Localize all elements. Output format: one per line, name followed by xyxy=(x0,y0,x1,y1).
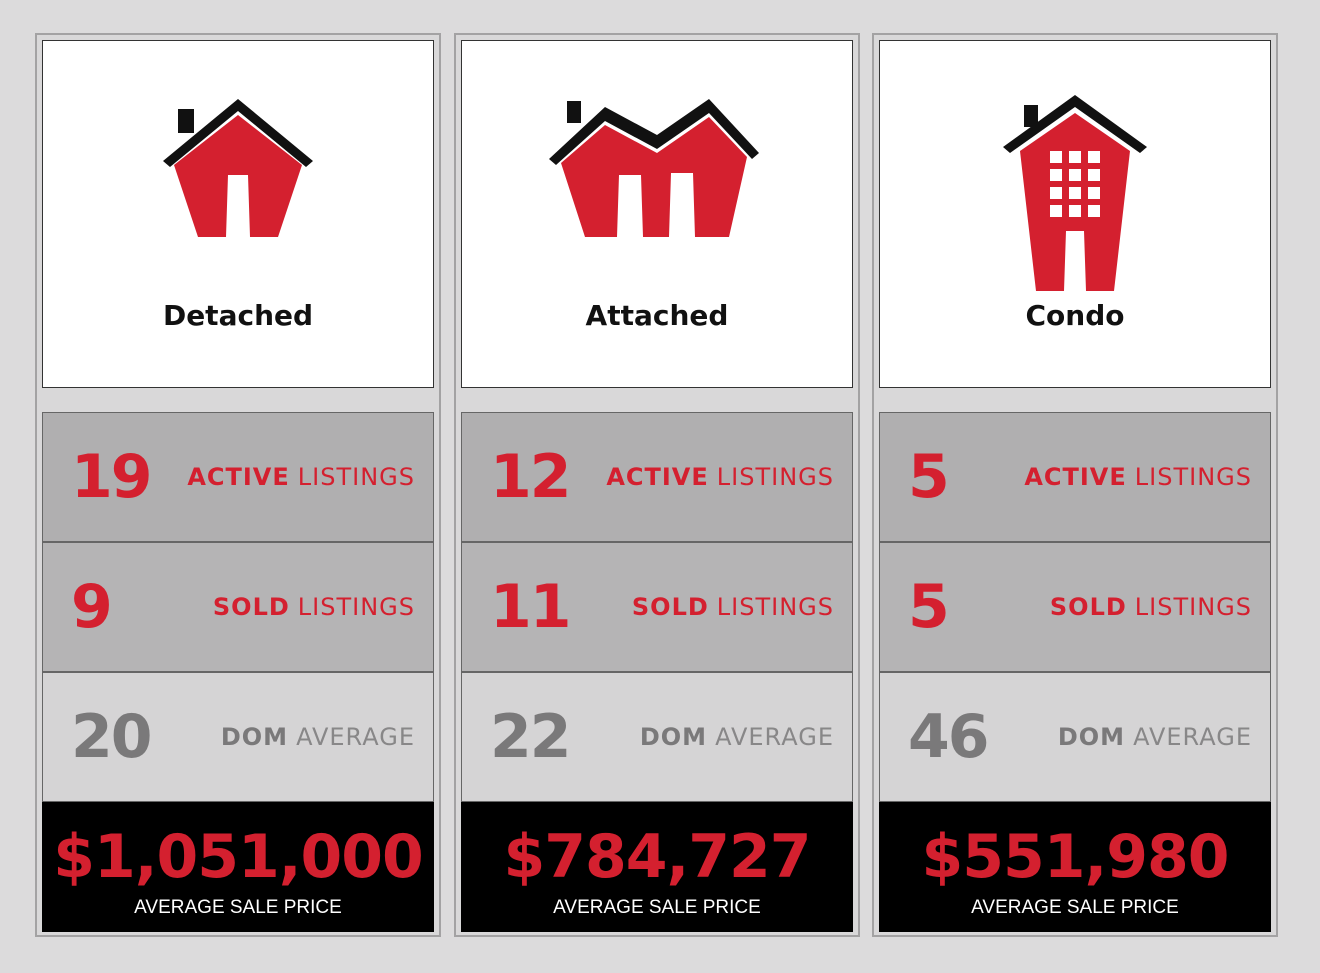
dom-label: DOM AVERAGE xyxy=(1020,673,1252,801)
condo-building-icon xyxy=(1003,95,1147,291)
sold-count: 11 xyxy=(490,572,572,642)
average-price-value: $784,727 xyxy=(503,822,811,892)
hero-condo: Condo xyxy=(879,40,1271,388)
average-price-panel: $1,051,000 AVERAGE SALE PRICE xyxy=(42,802,434,932)
dom-value: 46 xyxy=(908,702,990,772)
card-condo: Condo 5 ACTIVE LISTINGS 5 SOLD LISTINGS 46… xyxy=(872,33,1278,937)
card-title: Condo xyxy=(1025,299,1125,332)
sold-label-rest: LISTINGS xyxy=(297,593,415,621)
sold-label-bold: SOLD xyxy=(631,593,709,621)
average-price-value: $551,980 xyxy=(921,822,1229,892)
hero-detached: Detached xyxy=(42,40,434,388)
active-count: 5 xyxy=(908,442,950,512)
active-label-bold: ACTIVE xyxy=(187,463,290,491)
average-price-panel: $784,727 AVERAGE SALE PRICE xyxy=(461,802,853,932)
sold-label-bold: SOLD xyxy=(1049,593,1127,621)
sold-label-bold: SOLD xyxy=(212,593,290,621)
card-title: Attached xyxy=(585,299,729,332)
sold-listings-row: 9 SOLD LISTINGS xyxy=(42,542,434,672)
active-label: ACTIVE LISTINGS xyxy=(1020,413,1252,541)
dom-average-row: 22 DOM AVERAGE xyxy=(461,672,853,802)
active-label-bold: ACTIVE xyxy=(606,463,709,491)
average-price-label: AVERAGE SALE PRICE xyxy=(134,897,342,918)
active-label-rest: LISTINGS xyxy=(1134,463,1252,491)
dom-label-rest: AVERAGE xyxy=(1133,723,1252,751)
sold-label-rest: LISTINGS xyxy=(1134,593,1252,621)
average-price-label: AVERAGE SALE PRICE xyxy=(971,897,1179,918)
dom-label: DOM AVERAGE xyxy=(183,673,415,801)
active-listings-row: 12 ACTIVE LISTINGS xyxy=(461,412,853,542)
average-price-value: $1,051,000 xyxy=(53,822,424,892)
active-label-rest: LISTINGS xyxy=(716,463,834,491)
active-label-rest: LISTINGS xyxy=(297,463,415,491)
active-listings-row: 19 ACTIVE LISTINGS xyxy=(42,412,434,542)
card-attached: Attached 12 ACTIVE LISTINGS 11 SOLD LISTIN… xyxy=(454,33,860,937)
hero-attached: Attached xyxy=(461,40,853,388)
attached-house-icon xyxy=(549,99,759,237)
dom-label: DOM AVERAGE xyxy=(602,673,834,801)
dom-label-bold: DOM xyxy=(220,723,289,751)
active-listings-row: 5 ACTIVE LISTINGS xyxy=(879,412,1271,542)
card-detached: Detached 19 ACTIVE LISTINGS 9 SOLD LISTING… xyxy=(35,33,441,937)
sold-label: SOLD LISTINGS xyxy=(602,543,834,671)
active-count: 12 xyxy=(490,442,572,512)
detached-house-icon xyxy=(163,99,313,237)
dom-label-rest: AVERAGE xyxy=(296,723,415,751)
active-count: 19 xyxy=(71,442,153,512)
sold-label: SOLD LISTINGS xyxy=(1020,543,1252,671)
card-title: Detached xyxy=(162,299,314,332)
dom-value: 22 xyxy=(490,702,572,772)
average-price-label: AVERAGE SALE PRICE xyxy=(553,897,761,918)
dom-average-row: 46 DOM AVERAGE xyxy=(879,672,1271,802)
sold-count: 9 xyxy=(71,572,113,642)
active-label: ACTIVE LISTINGS xyxy=(602,413,834,541)
dom-label-rest: AVERAGE xyxy=(715,723,834,751)
active-label-bold: ACTIVE xyxy=(1024,463,1127,491)
average-price-panel: $551,980 AVERAGE SALE PRICE xyxy=(879,802,1271,932)
dom-average-row: 20 DOM AVERAGE xyxy=(42,672,434,802)
sold-count: 5 xyxy=(908,572,950,642)
sold-listings-row: 11 SOLD LISTINGS xyxy=(461,542,853,672)
dom-value: 20 xyxy=(71,702,153,772)
active-label: ACTIVE LISTINGS xyxy=(183,413,415,541)
dom-label-bold: DOM xyxy=(639,723,708,751)
sold-label: SOLD LISTINGS xyxy=(183,543,415,671)
sold-listings-row: 5 SOLD LISTINGS xyxy=(879,542,1271,672)
sold-label-rest: LISTINGS xyxy=(716,593,834,621)
dom-label-bold: DOM xyxy=(1057,723,1126,751)
